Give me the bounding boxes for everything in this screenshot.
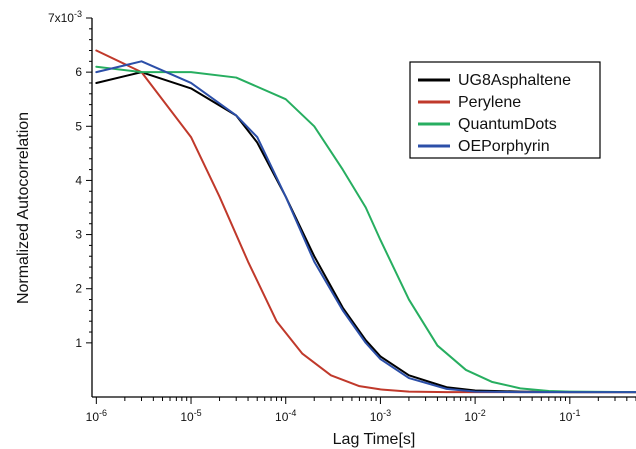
y-tick-label: 3 [75,228,82,242]
y-tick-label: 2 [75,282,82,296]
x-tick-label: 10-3 [370,408,391,424]
y-tick-label: 6 [75,65,82,79]
x-tick-label: 10-5 [180,408,201,424]
x-tick-label: 10-1 [559,408,580,424]
legend-label: QuantumDots [458,116,557,133]
y-axis-label: Normalized Autocorrelation [15,112,32,304]
x-tick-label: 10-4 [275,408,296,424]
legend-label: UG8Asphaltene [458,72,571,89]
y-tick-label: 4 [75,173,82,187]
legend-label: OEPorphyrin [458,138,550,155]
y-tick-label: 7x10-3 [48,9,82,25]
x-tick-label: 10-6 [86,408,107,424]
legend: UG8Asphaltene Perylene QuantumDots OEPorphy… [410,62,600,158]
x-axis-label: Lag Time[s] [333,431,416,448]
y-tick-label: 1 [75,336,82,350]
y-tick-label: 5 [75,119,82,133]
legend-label: Perylene [458,94,521,111]
x-tick-label: 10-2 [464,408,485,424]
